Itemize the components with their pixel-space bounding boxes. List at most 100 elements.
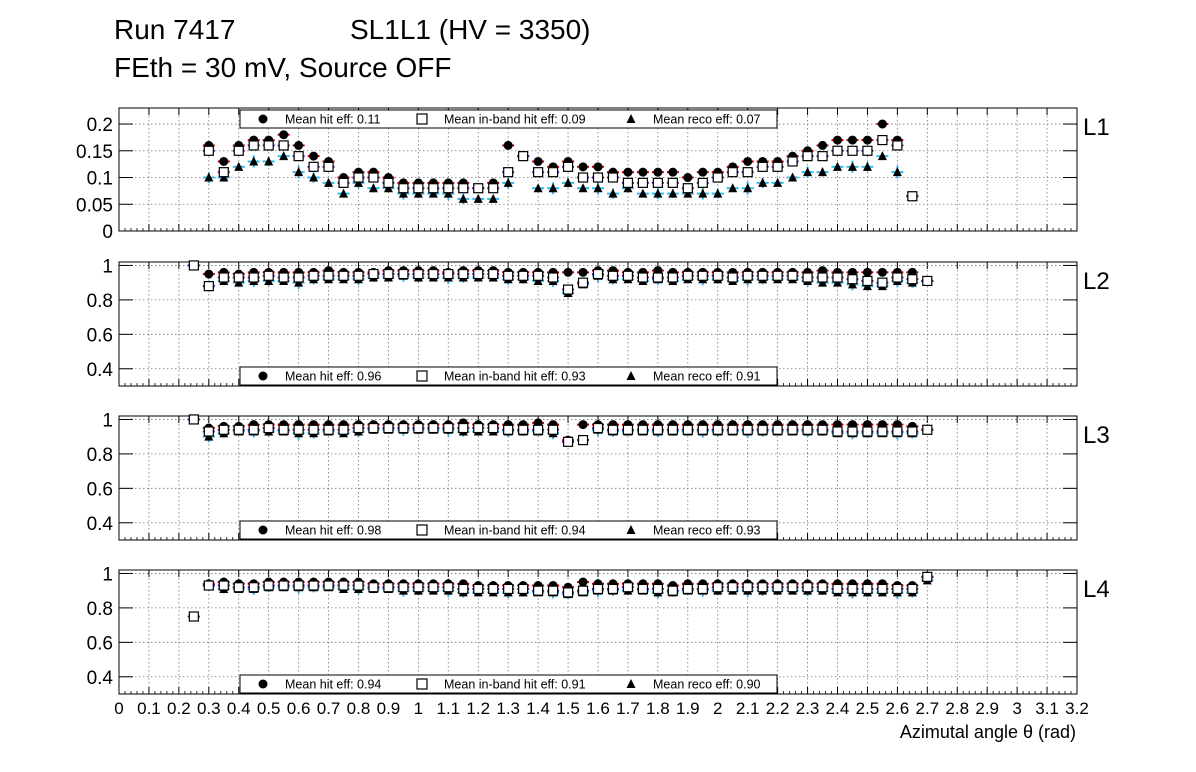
x-tick-label: 2.9 [975,699,999,718]
inband-marker [248,424,259,435]
legend: Mean hit eff: 0.96 Mean in-band hit eff: … [239,366,778,386]
inband-marker [682,270,693,281]
inband-marker [503,167,514,178]
inband-marker [562,284,574,295]
inband-marker [398,582,409,593]
inband-marker [308,424,319,435]
inband-marker [323,161,334,172]
y-tick-label: 0.6 [87,325,113,346]
panel-label: L2 [1083,268,1110,295]
x-tick-label: 0.2 [167,699,191,718]
hit-marker [309,151,319,161]
inband-marker [652,583,663,595]
inband-marker [862,275,873,287]
hit-marker [219,156,229,166]
reco-marker [698,188,708,198]
inband-marker [577,435,589,446]
reco-marker [593,183,603,193]
inband-marker [742,167,753,178]
inband-marker [413,183,424,194]
inband-marker [368,582,379,593]
inband-marker [592,583,604,595]
y-tick-label: 1 [102,410,113,431]
x-tick-label: 0.3 [197,699,221,718]
hit-marker [698,167,708,177]
inband-marker [817,272,828,283]
y-tick-label: 0.1 [87,169,113,190]
inband-marker [293,151,304,162]
reco-marker [743,183,753,193]
x-tick-label: 1 [414,699,423,718]
reco-marker [653,188,663,198]
legend-entry-label: Mean in-band hit eff: 0.91 [444,678,586,692]
inband-marker [922,424,933,435]
inband-marker [443,183,454,194]
inband-marker [547,167,559,178]
legend-hit-marker [258,114,268,124]
inband-marker [577,277,589,288]
inband-marker [877,277,888,288]
y-tick-label: 0.8 [87,291,113,312]
panel-label: L1 [1083,114,1110,141]
y-tick-label: 0 [102,222,113,243]
x-tick-label: 0.1 [137,699,161,718]
hit-marker [683,173,693,183]
inband-marker [817,151,828,162]
x-tick-label: 2.2 [766,699,790,718]
inband-marker [892,272,903,283]
x-tick-label: 1.9 [676,699,700,718]
inband-marker [218,167,229,178]
panel-label: L4 [1083,576,1110,603]
reco-marker [249,156,259,166]
inband-marker [248,582,259,593]
inband-marker [772,582,783,593]
reco-marker [234,161,244,171]
reco-marker [458,193,468,203]
inband-marker [518,270,529,281]
inband-marker [428,268,439,280]
x-tick-label: 0.4 [227,699,251,718]
inband-marker [323,580,334,591]
inband-marker [323,270,334,281]
inband-marker [248,140,259,151]
inband-marker [877,134,888,146]
inband-marker [458,268,469,280]
inband-marker [817,582,828,593]
inband-marker [278,580,289,591]
legend-entry-label: Mean in-band hit eff: 0.94 [444,524,586,538]
inband-marker [488,422,499,434]
legend-entry-label: Mean hit eff: 0.94 [285,678,381,692]
legend-reco-marker [626,371,636,380]
inband-marker [682,183,693,194]
y-tick-label: 0.4 [87,668,114,689]
x-axis-title: Azimutal angle θ (rad) [900,722,1076,742]
legend-reco-marker [626,525,636,534]
inband-marker [727,272,738,283]
inband-marker [907,426,918,437]
inband-marker [652,424,663,435]
inband-marker [368,172,379,183]
reco-marker [833,161,842,171]
inband-marker [637,177,649,188]
hit-marker [877,119,887,129]
y-tick-label: 0.4 [87,360,114,381]
inband-marker [428,582,439,593]
inband-marker [817,424,828,435]
y-tick-label: 0.15 [76,142,113,163]
inband-marker [488,583,499,595]
inband-marker [503,270,514,281]
inband-marker [293,272,304,283]
reco-marker [533,183,543,193]
legend-entry-label: Mean reco eff: 0.90 [653,678,761,692]
legend-entry-label: Mean hit eff: 0.96 [285,370,381,384]
reco-marker [279,151,289,161]
inband-marker [503,424,514,435]
inband-marker [877,583,888,595]
x-tick-label: 2 [713,699,722,718]
legend-box [239,674,778,694]
inband-marker [832,272,843,283]
x-tick-label: 2.7 [915,699,939,718]
x-tick-label: 2.6 [886,699,910,718]
inband-marker [802,582,813,593]
inband-marker [772,161,783,172]
